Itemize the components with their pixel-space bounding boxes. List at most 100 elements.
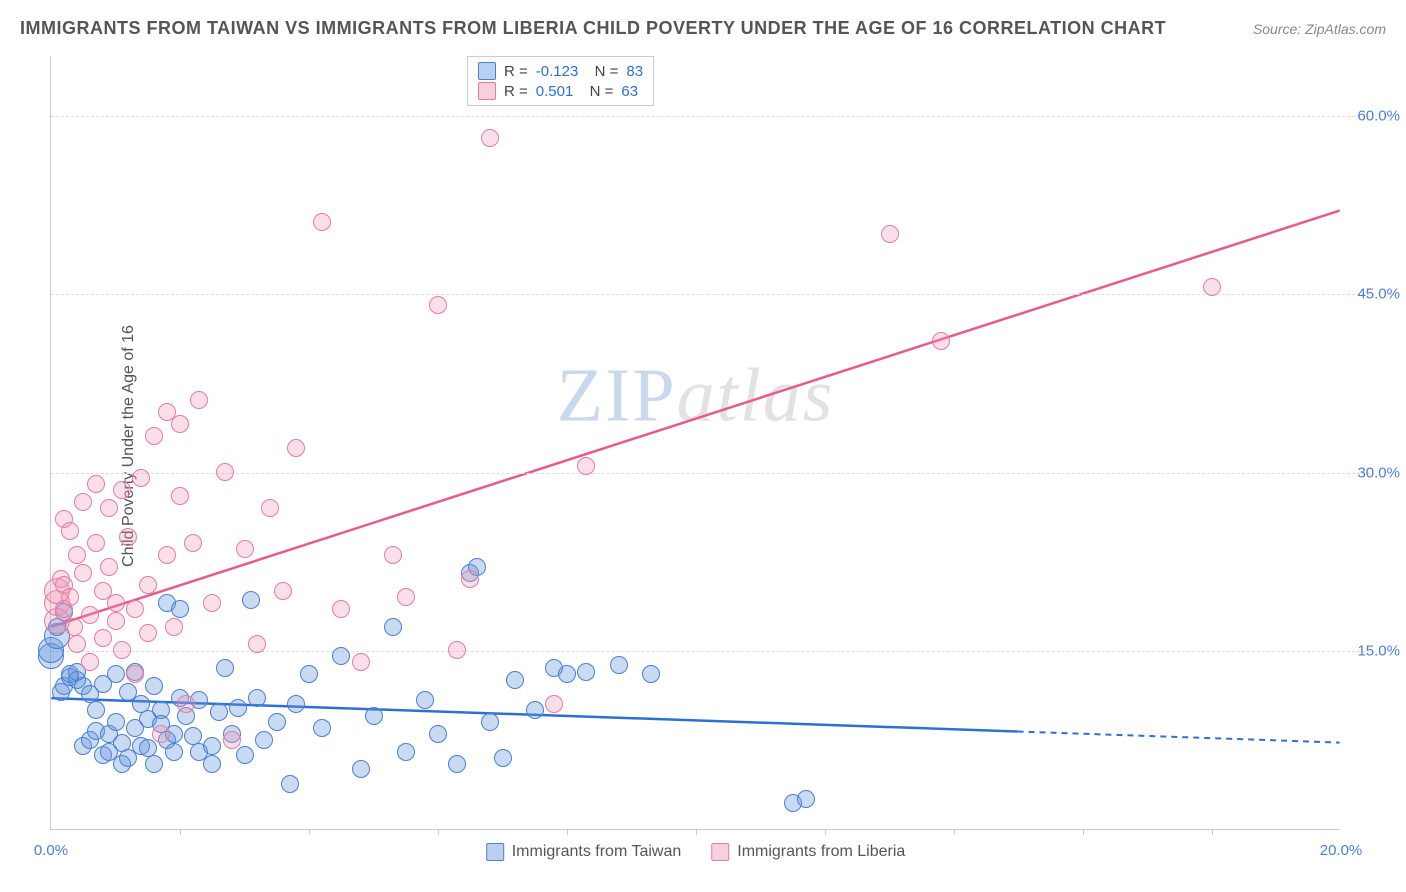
data-point-liberia — [113, 641, 131, 659]
data-point-liberia — [74, 493, 92, 511]
data-point-taiwan — [210, 703, 228, 721]
data-point-liberia — [107, 612, 125, 630]
data-point-taiwan — [107, 713, 125, 731]
data-point-taiwan — [797, 790, 815, 808]
scatter-plot-area: ZIPatlas R = -0.123 N = 83 R = 0.501 N =… — [50, 56, 1340, 830]
series-legend: Immigrants from Taiwan Immigrants from L… — [486, 843, 906, 861]
x-tick-label: 0.0% — [34, 842, 68, 859]
data-point-liberia — [332, 600, 350, 618]
trend-line-extension — [1018, 731, 1340, 742]
data-point-liberia — [577, 457, 595, 475]
x-tick — [696, 829, 697, 835]
data-point-taiwan — [506, 671, 524, 689]
grid-line — [51, 473, 1370, 474]
data-point-taiwan — [481, 713, 499, 731]
data-point-liberia — [65, 618, 83, 636]
x-tick — [825, 829, 826, 835]
data-point-liberia — [429, 296, 447, 314]
data-point-taiwan — [526, 701, 544, 719]
legend-label-liberia: Immigrants from Liberia — [737, 843, 905, 861]
source-attribution: Source: ZipAtlas.com — [1253, 21, 1386, 37]
data-point-taiwan — [365, 707, 383, 725]
data-point-liberia — [139, 624, 157, 642]
data-point-taiwan — [171, 600, 189, 618]
data-point-taiwan — [577, 663, 595, 681]
data-point-liberia — [248, 635, 266, 653]
n-label: N = — [586, 63, 618, 80]
data-point-taiwan — [203, 755, 221, 773]
watermark-atlas: atlas — [677, 354, 835, 438]
y-tick-label: 45.0% — [1357, 286, 1400, 303]
data-point-taiwan — [300, 665, 318, 683]
data-point-liberia — [171, 415, 189, 433]
data-point-liberia — [74, 564, 92, 582]
data-point-taiwan — [352, 760, 370, 778]
data-point-liberia — [119, 528, 137, 546]
data-point-taiwan — [165, 743, 183, 761]
data-point-liberia — [203, 594, 221, 612]
data-point-taiwan — [229, 699, 247, 717]
x-tick — [954, 829, 955, 835]
data-point-liberia — [87, 534, 105, 552]
data-point-liberia — [461, 570, 479, 588]
x-tick — [1083, 829, 1084, 835]
data-point-liberia — [145, 427, 163, 445]
data-point-liberia — [100, 558, 118, 576]
data-point-liberia — [177, 695, 195, 713]
data-point-taiwan — [203, 737, 221, 755]
data-point-liberia — [126, 665, 144, 683]
watermark: ZIPatlas — [557, 353, 835, 440]
data-point-liberia — [132, 469, 150, 487]
data-point-liberia — [313, 213, 331, 231]
data-point-taiwan — [397, 743, 415, 761]
data-point-liberia — [932, 332, 950, 350]
n-value-taiwan: 83 — [626, 63, 643, 80]
legend-item-liberia: Immigrants from Liberia — [711, 843, 905, 861]
data-point-liberia — [545, 695, 563, 713]
data-point-liberia — [81, 653, 99, 671]
correlation-row-taiwan: R = -0.123 N = 83 — [478, 61, 643, 81]
data-point-liberia — [1203, 278, 1221, 296]
data-point-liberia — [171, 487, 189, 505]
x-tick — [438, 829, 439, 835]
data-point-liberia — [397, 588, 415, 606]
data-point-liberia — [236, 540, 254, 558]
data-point-liberia — [68, 635, 86, 653]
data-point-liberia — [94, 629, 112, 647]
r-label: R = — [504, 63, 528, 80]
chart-title: IMMIGRANTS FROM TAIWAN VS IMMIGRANTS FRO… — [20, 18, 1166, 39]
data-point-taiwan — [448, 755, 466, 773]
swatch-pink-icon — [478, 82, 496, 100]
data-point-taiwan — [494, 749, 512, 767]
data-point-liberia — [384, 546, 402, 564]
data-point-taiwan — [610, 656, 628, 674]
data-point-taiwan — [87, 701, 105, 719]
n-value-liberia: 63 — [621, 83, 638, 100]
data-point-liberia — [165, 618, 183, 636]
data-point-taiwan — [416, 691, 434, 709]
data-point-liberia — [216, 463, 234, 481]
data-point-taiwan — [268, 713, 286, 731]
data-point-liberia — [100, 499, 118, 517]
data-point-taiwan — [255, 731, 273, 749]
x-tick — [309, 829, 310, 835]
data-point-taiwan — [248, 689, 266, 707]
swatch-blue-icon — [478, 62, 496, 80]
data-point-liberia — [158, 546, 176, 564]
data-point-liberia — [287, 439, 305, 457]
n-label: N = — [581, 83, 613, 100]
data-point-taiwan — [236, 746, 254, 764]
data-point-taiwan — [145, 755, 163, 773]
x-tick — [1212, 829, 1213, 835]
y-tick-label: 30.0% — [1357, 464, 1400, 481]
data-point-liberia — [113, 481, 131, 499]
data-point-taiwan — [429, 725, 447, 743]
data-point-taiwan — [558, 665, 576, 683]
data-point-liberia — [139, 576, 157, 594]
data-point-liberia — [61, 588, 79, 606]
data-point-liberia — [481, 129, 499, 147]
data-point-liberia — [352, 653, 370, 671]
data-point-liberia — [190, 391, 208, 409]
data-point-liberia — [81, 606, 99, 624]
x-tick — [180, 829, 181, 835]
